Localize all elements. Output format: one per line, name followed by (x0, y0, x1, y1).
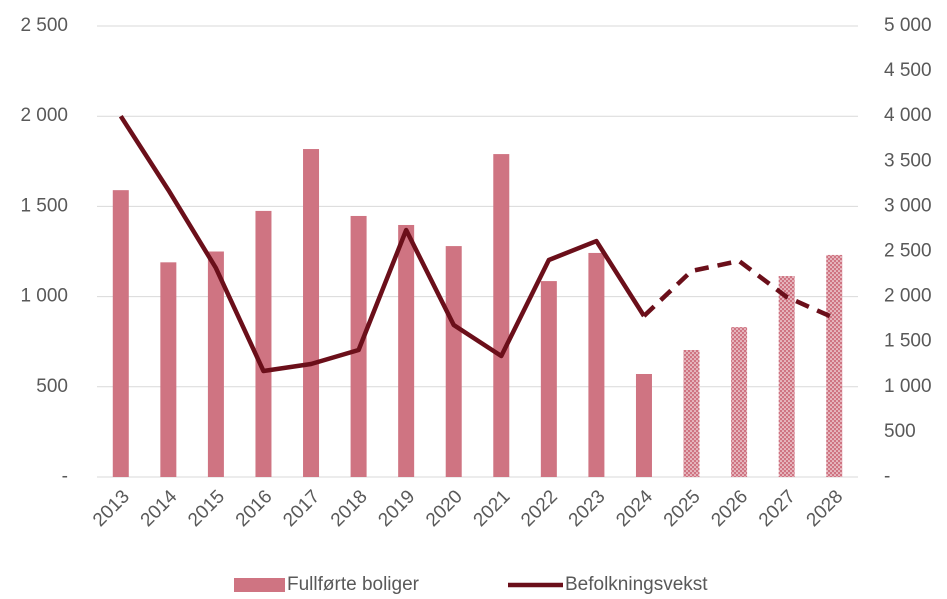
bar (540, 281, 557, 477)
bar (826, 254, 843, 477)
bar (112, 190, 129, 477)
bar (683, 349, 700, 477)
y-tick-label: 1 000 (20, 286, 68, 307)
legend-label: Befolkningsvekst (565, 574, 708, 595)
x-tick-label: 2028 (803, 486, 848, 531)
x-tick-label: 2017 (279, 486, 324, 531)
line-projected (642, 258, 836, 321)
bar (778, 276, 795, 477)
bar (731, 327, 748, 477)
y2-tick-label: 3 000 (884, 195, 932, 216)
bar (207, 251, 224, 477)
y-tick-label: 2 000 (20, 105, 68, 126)
y2-tick-label: 5 000 (884, 15, 932, 36)
legend-label: Fullførte boliger (287, 574, 420, 595)
x-tick-label: 2023 (565, 486, 610, 531)
x-tick-label: 2015 (184, 486, 229, 531)
y2-tick-label: 3 500 (884, 150, 932, 171)
x-tick-label: 2020 (422, 486, 467, 531)
x-tick-label: 2022 (517, 486, 562, 531)
x-tick-label: 2025 (660, 486, 705, 531)
y2-tick-label: 1 500 (884, 331, 932, 352)
y2-tick-label: 1 000 (884, 376, 932, 397)
x-tick-label: 2016 (232, 486, 277, 531)
y2-tick-label: - (884, 466, 890, 487)
line (118, 114, 646, 374)
bar (255, 210, 272, 477)
y-tick-label: 1 500 (20, 195, 68, 216)
legend-swatch (234, 578, 285, 592)
bar (493, 154, 510, 478)
x-tick-label: 2013 (89, 486, 134, 531)
x-tick-label: 2026 (707, 486, 752, 531)
x-tick-label: 2014 (137, 486, 182, 531)
y2-tick-label: 2 000 (884, 286, 932, 307)
bar (445, 246, 462, 477)
y2-tick-label: 4 000 (884, 105, 932, 126)
x-tick-label: 2024 (612, 486, 657, 531)
bar (398, 224, 415, 477)
y-tick-label: - (62, 466, 68, 487)
x-tick-label: 2018 (327, 486, 372, 531)
x-tick-label: 2027 (755, 486, 800, 531)
x-tick-label: 2021 (470, 486, 515, 531)
y-tick-label: 2 500 (20, 15, 68, 36)
bar (160, 262, 177, 477)
bar (635, 373, 652, 477)
y2-tick-label: 500 (884, 421, 916, 442)
y2-tick-label: 4 500 (884, 60, 932, 81)
bar (588, 252, 605, 477)
x-tick-label: 2019 (374, 486, 419, 531)
y2-tick-label: 2 500 (884, 241, 932, 262)
bar (303, 149, 320, 477)
y-tick-label: 500 (36, 376, 68, 397)
